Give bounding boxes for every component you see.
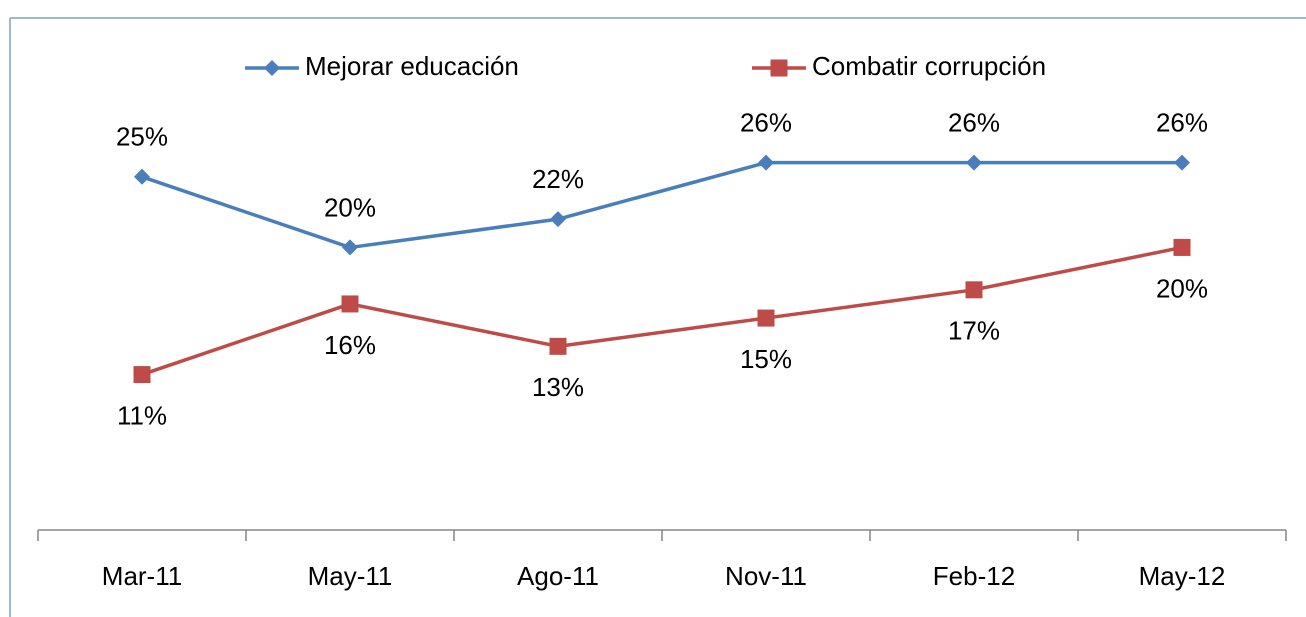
x-tick-label: Nov-11: [725, 561, 807, 591]
data-label: 25%: [116, 122, 168, 152]
line-marker: [965, 281, 983, 299]
line-marker: [549, 337, 567, 355]
data-label: 20%: [1156, 273, 1208, 303]
data-label: 16%: [324, 330, 376, 360]
line-marker: [966, 154, 982, 171]
line-marker: [757, 309, 775, 327]
series-line: [141, 160, 1182, 250]
line-marker: [134, 168, 150, 185]
data-label: 26%: [1156, 108, 1208, 138]
data-label: 22%: [532, 164, 584, 194]
data-label: 11%: [117, 400, 167, 430]
line-marker: [342, 239, 358, 256]
data-label: 13%: [532, 372, 584, 402]
line-marker: [550, 211, 566, 228]
x-tick-label: May-11: [308, 561, 393, 591]
line-marker: [1173, 238, 1191, 256]
line-marker: [758, 154, 774, 171]
x-tick-label: Ago-11: [517, 561, 599, 591]
legend-label: Mejorar educación: [305, 51, 519, 81]
x-tick-label: May-12: [1139, 561, 1226, 591]
line-marker: [133, 366, 151, 384]
legend-marker: [770, 59, 788, 77]
data-label: 15%: [740, 344, 792, 374]
x-tick-label: Mar-11: [102, 561, 182, 591]
data-label: 26%: [948, 108, 1000, 138]
data-label: 26%: [740, 108, 792, 138]
series-line: [141, 245, 1183, 377]
data-label: 17%: [948, 316, 1000, 346]
line-marker: [341, 295, 359, 313]
line-marker: [1174, 154, 1190, 171]
data-label: 20%: [324, 192, 376, 222]
x-tick-label: Feb-12: [933, 561, 1015, 591]
legend-marker: [264, 60, 280, 76]
legend-label: Combatir corrupción: [812, 51, 1046, 81]
